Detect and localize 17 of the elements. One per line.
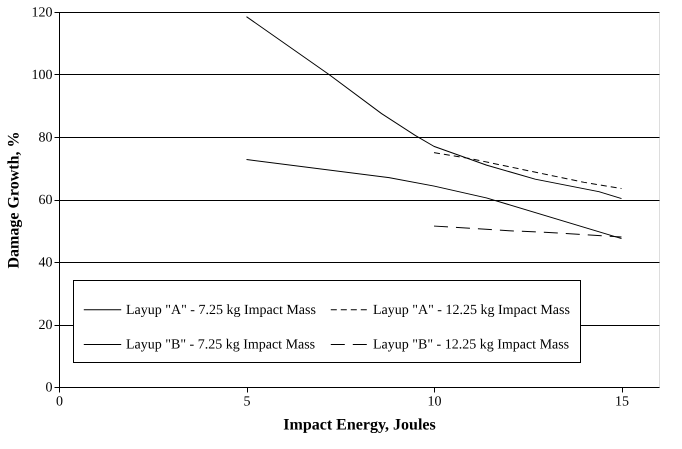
y-tick-label: 40 — [38, 256, 52, 270]
x-axis-title: Impact Energy, Joules — [283, 416, 436, 434]
legend-label: Layup "B" - 7.25 kg Impact Mass — [126, 338, 316, 352]
y-tick-label: 60 — [38, 193, 52, 208]
y-tick-label: 20 — [38, 318, 52, 333]
legend-label: Layup "B" - 12.25 kg Impact Mass — [373, 338, 570, 352]
y-tick-label: 80 — [38, 130, 52, 146]
x-tick-label: 5 — [244, 394, 250, 410]
y-tick-label: 0 — [46, 380, 52, 396]
y-axis-title: Damage Growth, % — [6, 131, 22, 269]
x-tick-label: 0 — [56, 394, 63, 410]
legend-label: Layup "A" - 12.25 kg Impact Mass — [373, 302, 570, 318]
x-tick-label: 10 — [428, 394, 442, 410]
x-tick-label: 15 — [615, 394, 629, 410]
y-tick-label: 120 — [32, 6, 52, 20]
y-tick-label: 100 — [32, 68, 52, 83]
legend-label: Layup "A" - 7.25 kg Impact Mass — [126, 302, 316, 318]
